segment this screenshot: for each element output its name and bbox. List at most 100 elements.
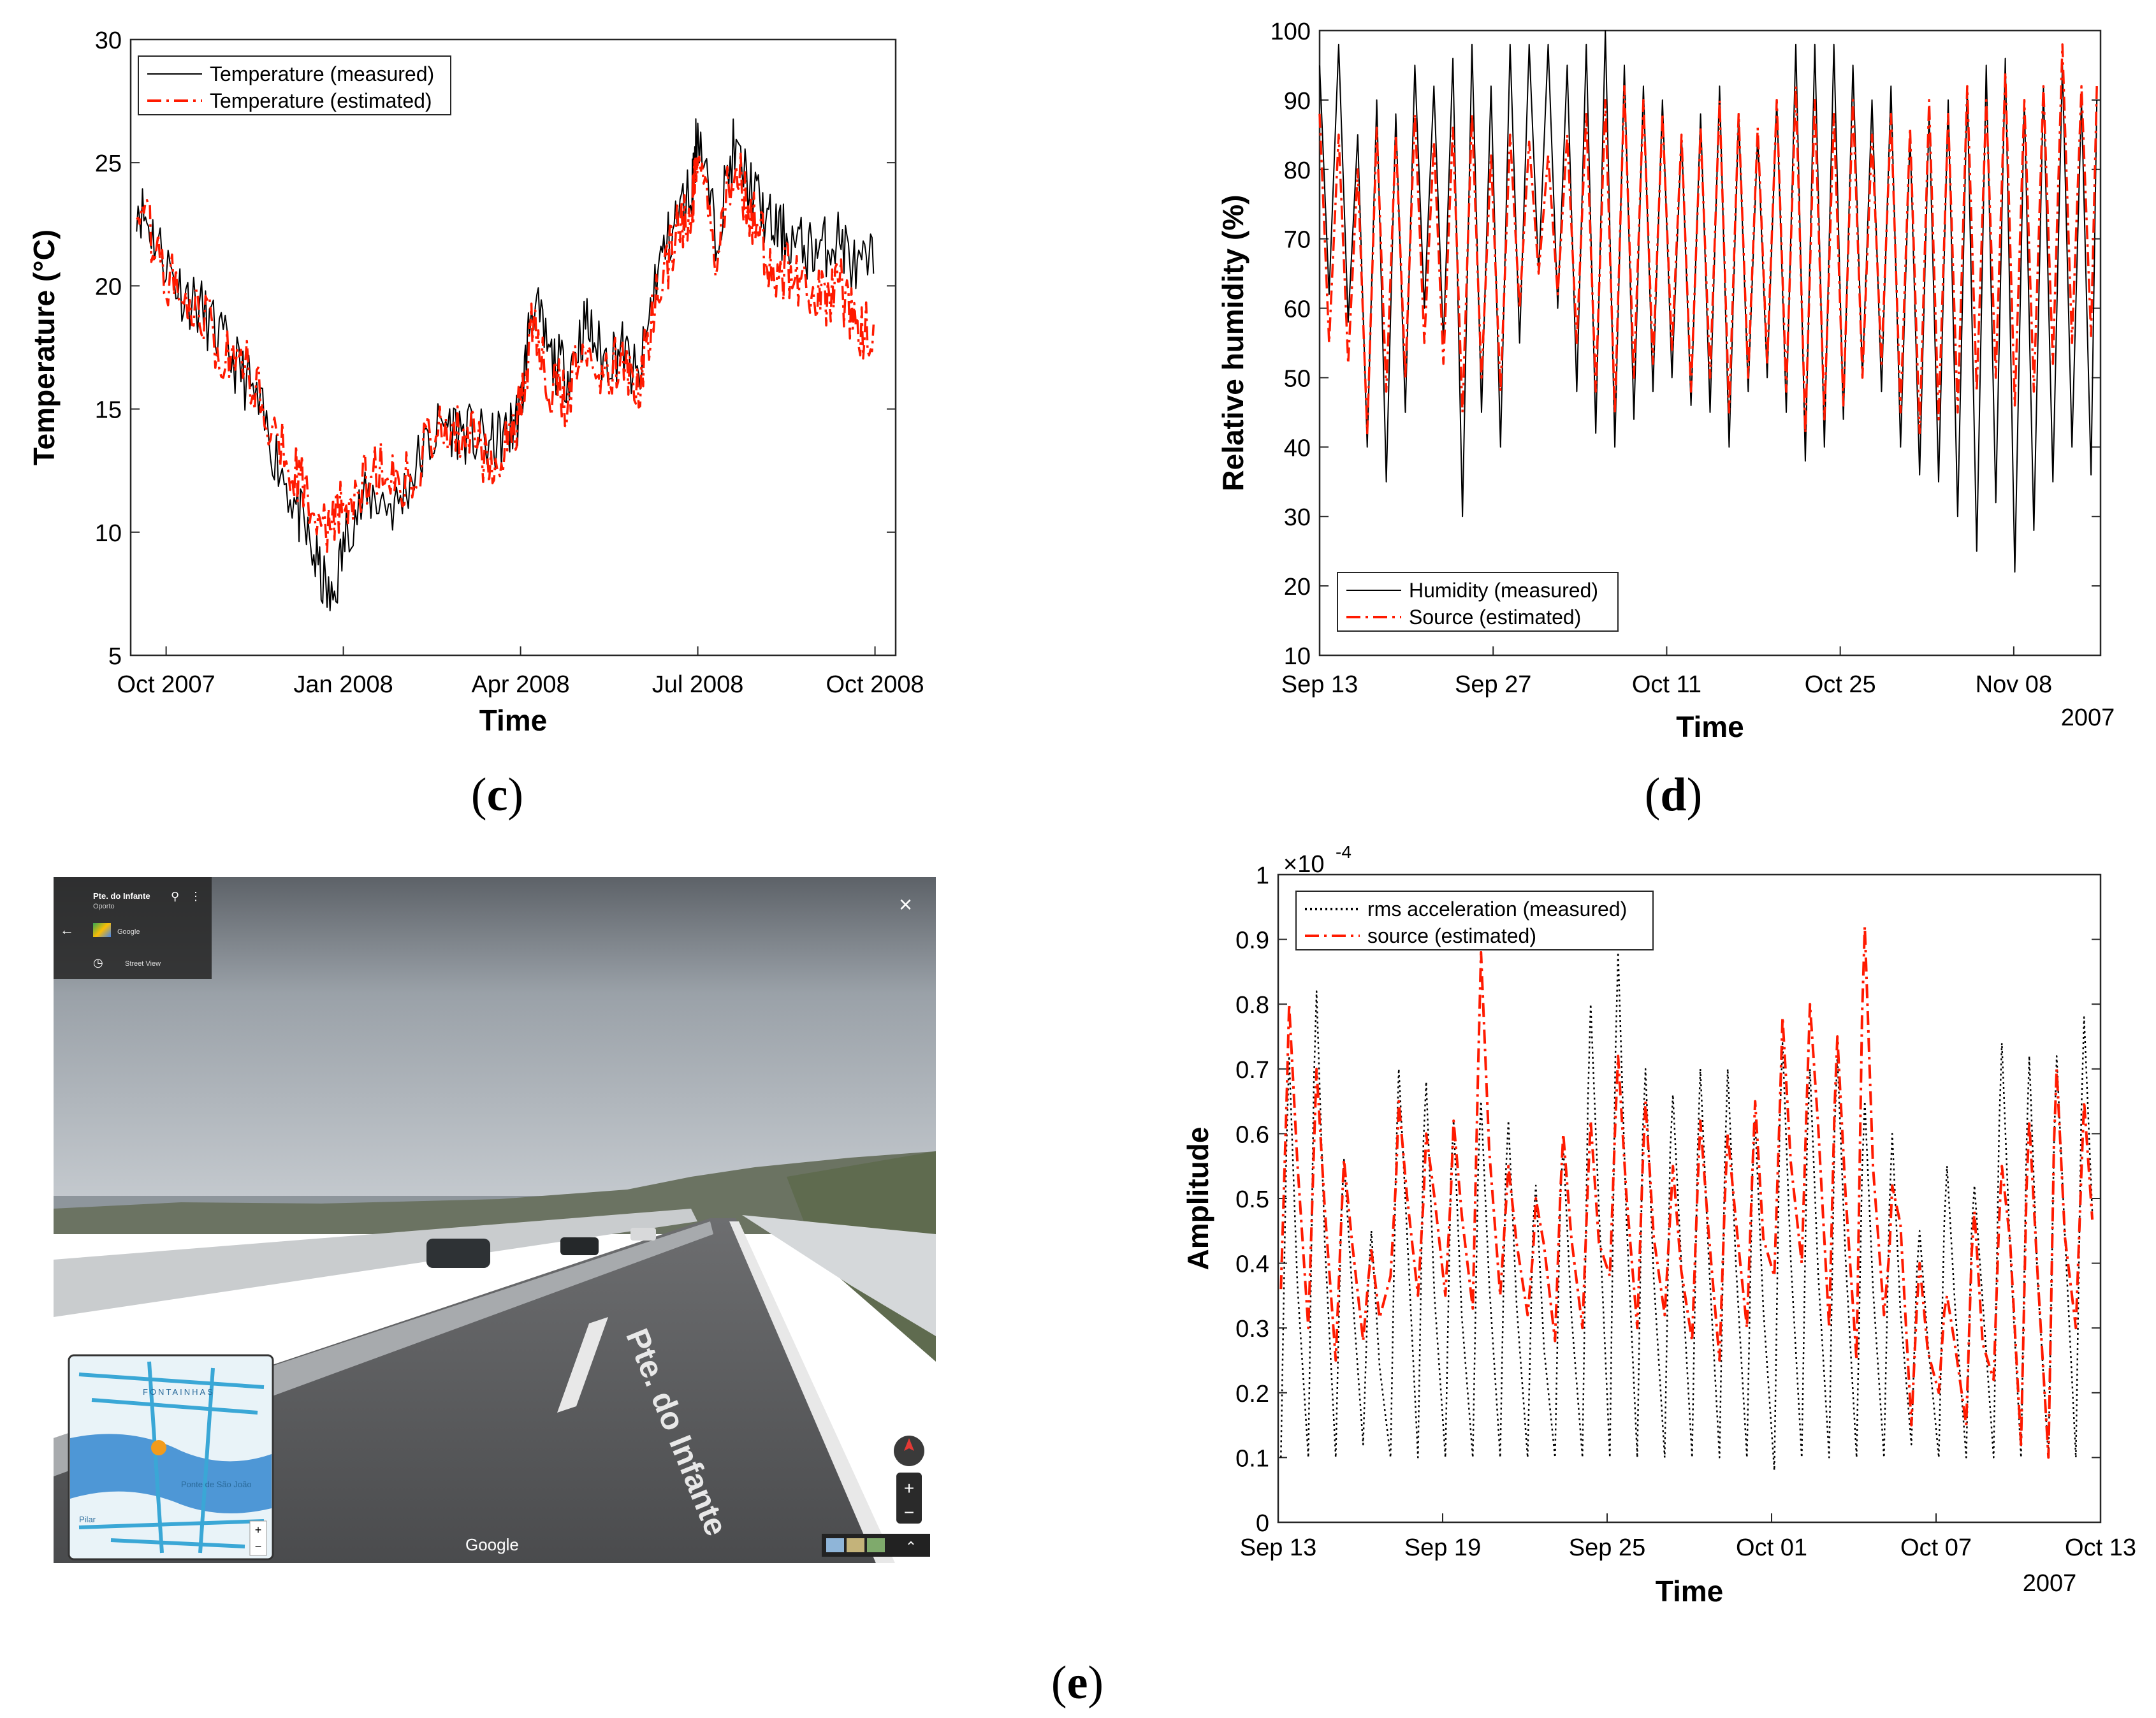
minimap-river <box>70 1434 272 1513</box>
acceleration-series-1 <box>1279 925 2094 1459</box>
acceleration-ytick-label: 0.4 <box>1235 1251 1269 1278</box>
more-options-icon[interactable]: ⋮ <box>190 890 201 903</box>
minimap-pegman-icon <box>151 1440 166 1455</box>
acceleration-exponent-power: -4 <box>1336 842 1351 862</box>
close-icon[interactable]: × <box>899 891 913 917</box>
humidity-ytick-label: 90 <box>1284 88 1311 115</box>
humidity-ytick-label: 10 <box>1284 643 1311 670</box>
back-arrow-icon[interactable]: ← <box>60 922 74 938</box>
place-title: Pte. do Infante <box>93 891 150 901</box>
minimap-zoom[interactable] <box>249 1520 267 1556</box>
acceleration-xtick-label: Sep 13 <box>1240 1534 1316 1561</box>
acceleration-xtick-label: Oct 07 <box>1900 1534 1972 1561</box>
zoom-out-icon[interactable]: − <box>904 1503 914 1522</box>
temperature-ytick-label: 25 <box>95 150 122 177</box>
acceleration-xtick-label: Sep 25 <box>1569 1534 1645 1561</box>
panel-label-d: (d) <box>1644 769 1703 821</box>
street-view-label: Street View <box>125 960 161 968</box>
car-1 <box>426 1239 490 1268</box>
place-subtitle: Oporto <box>93 903 115 910</box>
humidity-ytick-label: 70 <box>1284 227 1311 254</box>
humidity-legend-label-0: Humidity (measured) <box>1409 579 1598 602</box>
humidity-ytick-label: 80 <box>1284 157 1311 184</box>
google-watermark: Google <box>465 1535 519 1554</box>
temperature-series-1 <box>136 150 875 553</box>
temperature-xlabel: Time <box>479 704 548 737</box>
lane-edge-line <box>729 1221 895 1563</box>
humidity-ytick-label: 30 <box>1284 504 1311 531</box>
acceleration-plot-area <box>1277 873 2102 1524</box>
svg-text:−: − <box>255 1540 262 1553</box>
expand-icon[interactable]: ⌃ <box>905 1539 917 1555</box>
google-maps-icon <box>93 923 111 937</box>
acceleration-ytick-label: 0.8 <box>1235 992 1269 1019</box>
temperature-ylabel: Temperature (°C) <box>27 229 61 465</box>
acceleration-ytick-label: 0.3 <box>1235 1316 1269 1343</box>
acceleration-ytick-label: 0.7 <box>1235 1057 1269 1084</box>
temperature-legend-box <box>138 55 451 115</box>
temperature-ytick-label: 20 <box>95 273 122 300</box>
temperature-xtick-label: Oct 2007 <box>117 671 215 698</box>
place-card[interactable]: ← Pte. do Infante Oporto ⚲ ⋮ Google ◷ St… <box>54 877 212 979</box>
zoom-control[interactable] <box>896 1473 922 1524</box>
pin-icon[interactable]: ⚲ <box>171 890 180 903</box>
provider-label: Google <box>117 928 140 936</box>
humidity-ytick-label: 40 <box>1284 435 1311 462</box>
temperature-xtick-label: Apr 2008 <box>471 671 569 698</box>
humidity-ytick-label: 60 <box>1284 296 1311 323</box>
temperature-legend-label-1: Temperature (estimated) <box>210 89 432 112</box>
acceleration-xlabel-year: 2007 <box>2023 1570 2077 1597</box>
humidity-plot-area <box>1318 29 2102 657</box>
acceleration-ytick-label: 0.5 <box>1235 1186 1269 1213</box>
temperature-legend-label-0: Temperature (measured) <box>210 62 434 85</box>
acceleration-xtick-label: Oct 01 <box>1736 1534 1807 1561</box>
temperature-xtick-label: Oct 2008 <box>826 671 924 698</box>
acceleration-xtick-label: Oct 13 <box>2065 1534 2136 1561</box>
humidity-xtick-label: Oct 25 <box>1805 671 1876 698</box>
zoom-in-icon[interactable]: + <box>904 1478 914 1498</box>
minimap-label-ponte: Ponte de São João <box>181 1480 252 1489</box>
acceleration-ytick-label: 0.2 <box>1235 1381 1269 1408</box>
street-view-panel[interactable]: + − ⌃ + − ← Pte. do Infante Oporto ⚲ ⋮ G… <box>54 877 936 1563</box>
compass-icon[interactable] <box>894 1436 924 1466</box>
acceleration-xlabel: Time <box>1656 1575 1724 1608</box>
temperature-xtick-label: Jul 2008 <box>652 671 744 698</box>
acceleration-series-0 <box>1280 951 2094 1471</box>
humidity-xtick-label: Oct 11 <box>1632 671 1701 698</box>
acceleration-xtick-label: Sep 19 <box>1404 1534 1481 1561</box>
minimap-streets <box>78 1361 265 1554</box>
svg-text:+: + <box>255 1524 262 1536</box>
humidity-ytick-label: 50 <box>1284 365 1311 392</box>
temperature-series-0 <box>136 118 875 611</box>
temperature-ytick-label: 5 <box>108 643 122 670</box>
temperature-xtick-label: Jan 2008 <box>293 671 393 698</box>
humidity-legend-label-1: Source (estimated) <box>1409 606 1581 629</box>
car-2 <box>560 1237 599 1255</box>
temperature-ytick-label: 30 <box>95 27 122 54</box>
distant-hills <box>54 1151 936 1234</box>
acceleration-ytick-label: 0.9 <box>1235 928 1269 954</box>
humidity-legend-box <box>1337 572 1619 632</box>
humidity-series-0 <box>1319 30 2098 573</box>
humidity-xtick-label: Nov 08 <box>1976 671 2052 698</box>
left-barrier <box>54 1209 697 1317</box>
humidity-ytick-label: 100 <box>1271 18 1311 45</box>
temperature-ytick-label: 10 <box>95 520 122 547</box>
humidity-xtick-label: Sep 13 <box>1281 671 1358 698</box>
minimap-label-fontainhas: FONTAINHAS <box>143 1387 215 1397</box>
car-3 <box>630 1228 656 1241</box>
minimap-label-pilar: Pilar <box>79 1515 96 1524</box>
street-view-scene: + − ⌃ + − <box>54 877 936 1563</box>
acceleration-exponent-base: ×10 <box>1283 851 1324 878</box>
acceleration-ytick-label: 1 <box>1256 863 1269 889</box>
acceleration-ytick-label: 0.1 <box>1235 1445 1269 1472</box>
acceleration-ylabel: Amplitude <box>1181 1127 1214 1270</box>
lane-marking <box>557 1317 608 1413</box>
humidity-series-1 <box>1318 43 2098 435</box>
acceleration-legend-label-0: rms acceleration (measured) <box>1367 898 1627 921</box>
humidity-ylabel: Relative humidity (%) <box>1216 194 1249 491</box>
history-icon[interactable]: ◷ <box>93 956 103 969</box>
panel-label-c: (c) <box>470 769 524 821</box>
right-railing <box>742 1215 936 1336</box>
